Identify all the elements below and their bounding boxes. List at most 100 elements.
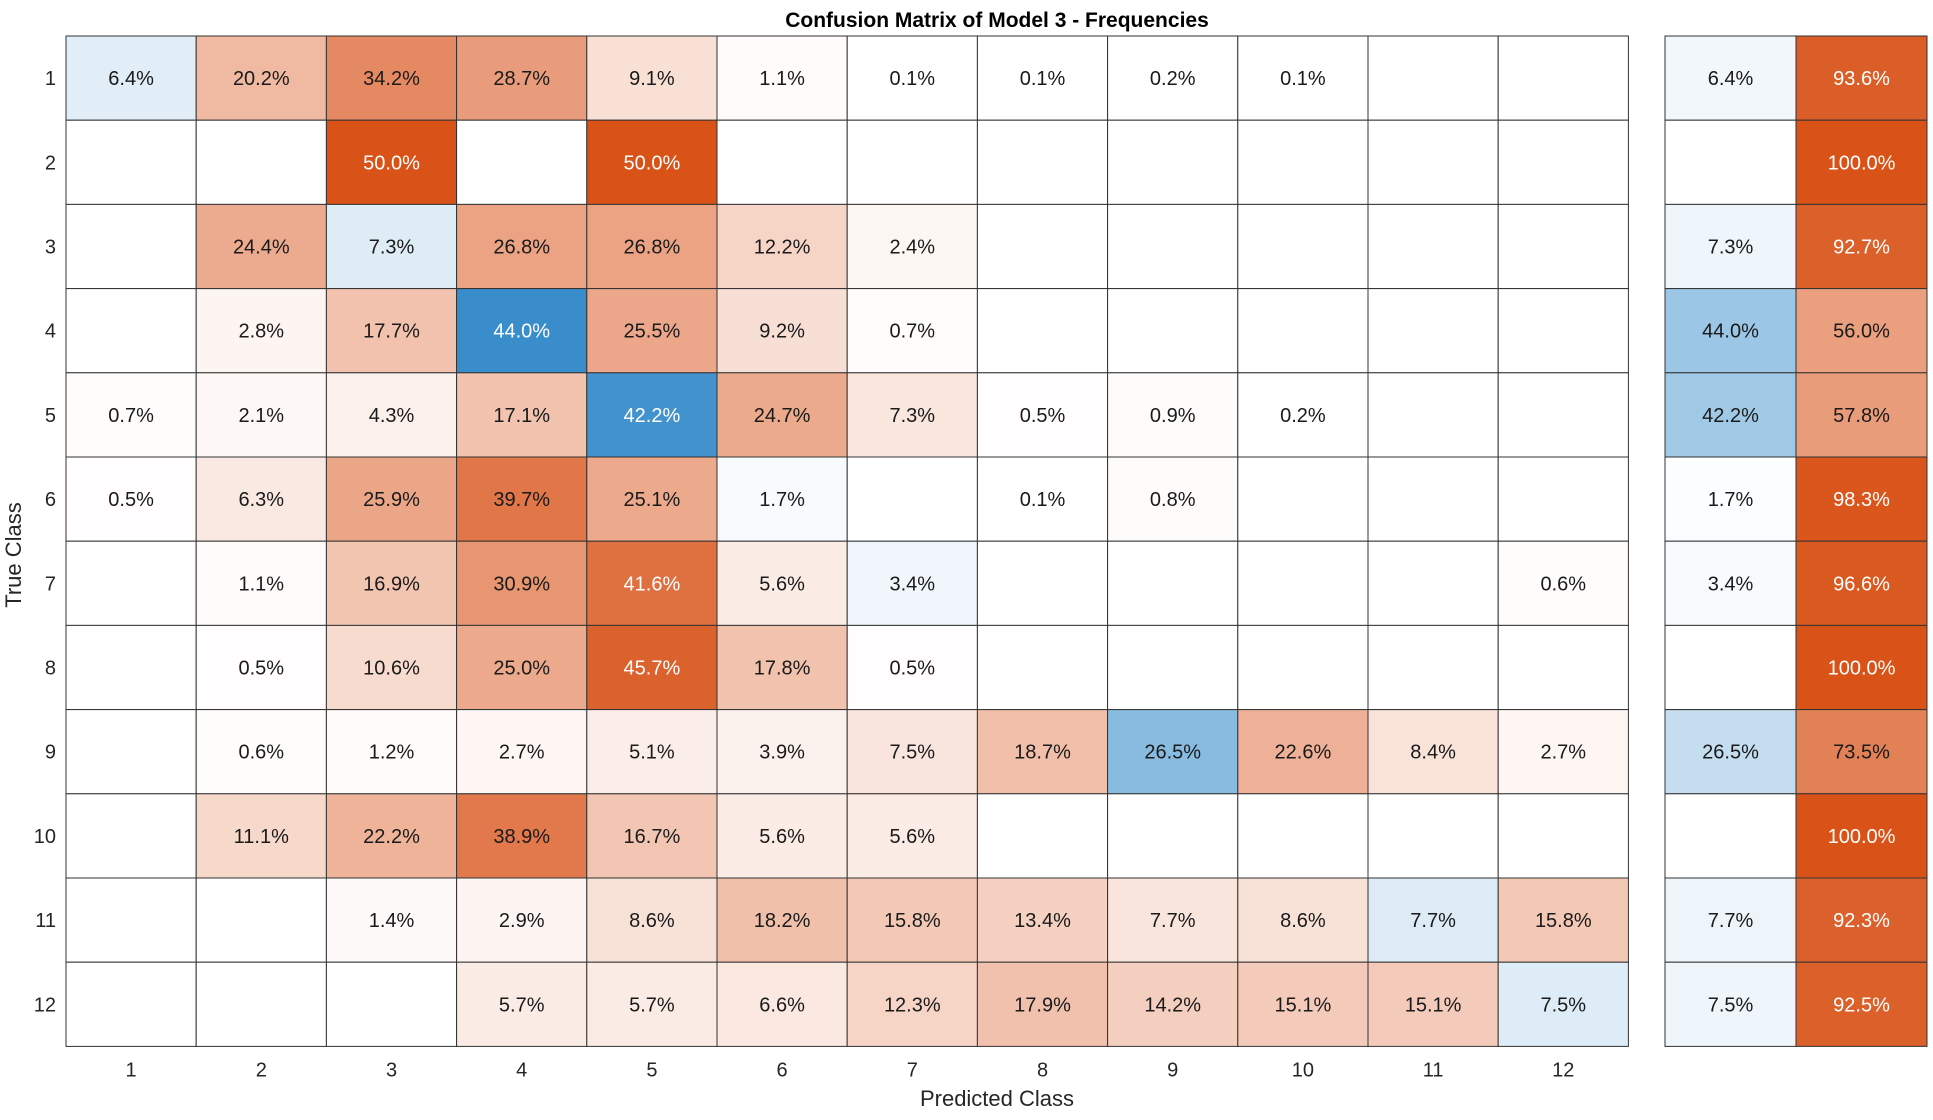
matrix-cell [716, 961, 848, 1047]
summary-value-label: 93.6% [1833, 68, 1890, 90]
cell-value-label: 15.8% [1535, 910, 1592, 932]
matrix-cell [976, 961, 1109, 1047]
matrix-cell [716, 288, 848, 374]
cell-value-label: 5.6% [759, 573, 805, 595]
cell-value-label: 2.8% [239, 321, 285, 343]
cell-value-label: 9.1% [629, 68, 675, 90]
matrix-cell [65, 456, 197, 542]
summary-correct-cell [1664, 119, 1797, 205]
matrix-cell [325, 624, 458, 711]
matrix-cell [325, 288, 458, 374]
cell-value-label: 25.9% [363, 489, 420, 511]
matrix-cell [1237, 456, 1369, 542]
cell-value-label: 17.7% [363, 321, 420, 343]
matrix-cell [586, 288, 718, 374]
cell-value-label: 26.5% [1144, 742, 1201, 764]
matrix-cell [65, 793, 197, 879]
matrix-cell [65, 877, 197, 963]
matrix-cell [65, 961, 197, 1047]
cell-value-label: 7.5% [890, 742, 936, 764]
matrix-cell [65, 288, 197, 374]
cell-value-label: 24.7% [754, 405, 811, 427]
cell-value-label: 13.4% [1014, 910, 1071, 932]
matrix-cell [325, 793, 458, 879]
matrix-cell [1497, 456, 1629, 542]
cell-value-label: 6.4% [108, 68, 154, 90]
matrix-cell [1107, 456, 1239, 542]
matrix-cell [456, 877, 588, 963]
matrix-cell [1367, 793, 1499, 879]
column-tick-label: 12 [1552, 1059, 1574, 1081]
matrix-cell [716, 35, 848, 121]
matrix-cell [586, 119, 718, 205]
row-tick-label: 2 [45, 152, 56, 174]
cell-value-label: 45.7% [624, 658, 681, 680]
matrix-cell [195, 540, 327, 626]
summary-value-label: 92.3% [1833, 910, 1890, 932]
matrix-cell [325, 961, 458, 1047]
row-tick-label: 10 [34, 826, 56, 848]
matrix-cell [1497, 288, 1629, 374]
summary-value-label: 44.0% [1702, 321, 1759, 343]
cell-value-label: 9.2% [759, 321, 805, 343]
cell-value-label: 15.1% [1405, 994, 1462, 1016]
matrix-cell [1237, 961, 1369, 1047]
summary-value-label: 92.7% [1833, 237, 1890, 259]
cell-value-label: 7.3% [369, 237, 415, 259]
matrix-cell [716, 456, 848, 542]
cell-value-label: 1.7% [759, 489, 805, 511]
matrix-cell [586, 961, 718, 1047]
matrix-cell [846, 961, 978, 1047]
matrix-cell [1107, 203, 1239, 290]
matrix-cell [1367, 877, 1499, 963]
matrix-cell [65, 35, 197, 121]
matrix-cell [586, 203, 718, 290]
column-tick-label: 2 [256, 1059, 267, 1081]
cell-value-label: 34.2% [363, 68, 420, 90]
matrix-cell [456, 540, 588, 626]
matrix-cell [846, 119, 978, 205]
matrix-cell [716, 624, 848, 711]
row-tick-label: 5 [45, 405, 56, 427]
summary-incorrect-cell [1795, 624, 1928, 711]
matrix-cell [586, 35, 718, 121]
cell-value-label: 50.0% [363, 152, 420, 174]
matrix-cell [325, 456, 458, 542]
summary-incorrect-cell [1795, 793, 1928, 879]
summary-value-label: 3.4% [1708, 573, 1754, 595]
cell-value-label: 6.6% [759, 994, 805, 1016]
cell-value-label: 22.6% [1275, 742, 1332, 764]
matrix-cell [846, 456, 978, 542]
matrix-cell [976, 203, 1109, 290]
matrix-cell [976, 540, 1109, 626]
cell-value-label: 1.2% [369, 742, 415, 764]
matrix-cell [325, 35, 458, 121]
matrix-cell [846, 372, 978, 458]
cell-value-label: 0.1% [890, 68, 936, 90]
cell-value-label: 0.1% [1280, 68, 1326, 90]
summary-value-label: 6.4% [1708, 68, 1754, 90]
cell-value-label: 5.6% [890, 826, 936, 848]
cell-value-label: 5.1% [629, 742, 675, 764]
row-tick-label: 4 [45, 321, 56, 343]
cell-value-label: 41.6% [624, 573, 681, 595]
matrix-cell [456, 288, 588, 374]
cell-value-label: 0.1% [1020, 68, 1066, 90]
matrix-cell [1497, 877, 1629, 963]
cell-value-label: 5.6% [759, 826, 805, 848]
matrix-cell [1237, 119, 1369, 205]
matrix-cell [1497, 35, 1629, 121]
matrix-cell [456, 456, 588, 542]
cell-value-label: 0.9% [1150, 405, 1196, 427]
column-tick-label: 1 [126, 1059, 137, 1081]
matrix-cell [1367, 540, 1499, 626]
row-tick-label: 12 [34, 994, 56, 1016]
matrix-cell [325, 709, 458, 795]
cell-value-label: 7.7% [1150, 910, 1196, 932]
row-tick-label: 6 [45, 489, 56, 511]
matrix-cell [456, 35, 588, 121]
matrix-cell [846, 203, 978, 290]
matrix-cell [325, 372, 458, 458]
matrix-cell [195, 288, 327, 374]
column-tick-label: 6 [777, 1059, 788, 1081]
